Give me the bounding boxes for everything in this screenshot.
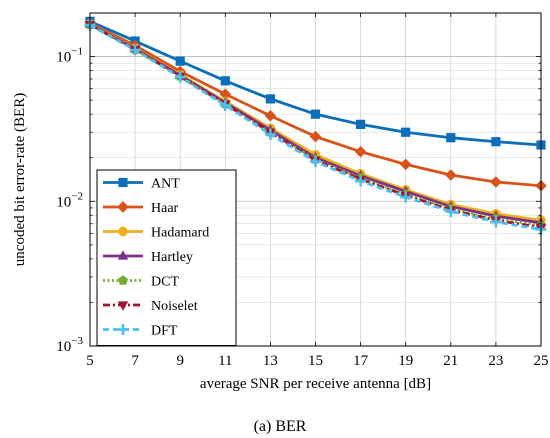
axis-ticks: 5 7 9 11 13 15 17 19 21 23 25 10−3 10−2 10−1 — [56, 12, 549, 369]
legend-label: Hartley — [151, 250, 193, 265]
data-point-square — [220, 76, 230, 86]
data-point-square — [118, 177, 128, 188]
data-point-plus — [174, 71, 186, 83]
data-point-square — [310, 109, 321, 119]
x-tick-label: 7 — [131, 353, 139, 369]
data-point-square — [356, 119, 366, 129]
series-line — [89, 23, 542, 229]
figure-caption: (a) BER — [254, 418, 307, 435]
data-point-diamond — [445, 169, 457, 181]
legend: ANT Haar Hadamard Hartley DCT Noiselet DFT — [96, 169, 237, 346]
y-tick-label: 10−1 — [56, 46, 83, 66]
legend-entry: Haar — [103, 201, 179, 216]
x-tick-label: 19 — [398, 353, 413, 369]
data-point-plus — [355, 175, 367, 187]
data-point-square — [265, 94, 275, 104]
data-point-plus — [117, 323, 129, 336]
data-point-plus — [264, 128, 276, 140]
data-point-diamond — [490, 176, 502, 188]
data-point-plus — [309, 156, 322, 168]
data-point-plus — [129, 44, 141, 56]
data-point-diamond — [117, 201, 129, 213]
y-tick-label: 10−3 — [56, 335, 83, 355]
data-point-square — [401, 127, 411, 137]
data-point-diamond — [309, 130, 322, 143]
x-tick-label: 23 — [488, 353, 503, 369]
data-point-plus — [400, 191, 412, 203]
data-point-pentagon — [117, 275, 129, 285]
data-point-plus — [219, 99, 231, 111]
x-tick-label: 15 — [308, 353, 323, 369]
x-axis-label: average SNR per receive antenna [dB] — [200, 376, 431, 392]
legend-entry: Noiselet — [103, 299, 198, 314]
x-tick-label: 5 — [86, 353, 94, 369]
legend-entry: Hartley — [103, 250, 193, 265]
data-point-diamond — [264, 109, 277, 122]
y-axis-label: uncoded bit error-rate (BER) — [12, 93, 28, 266]
legend-entry: DCT — [103, 275, 179, 290]
x-tick-label: 25 — [534, 353, 549, 369]
data-point-triangle — [117, 250, 129, 260]
x-tick-label: 9 — [176, 353, 184, 369]
data-point-circle — [118, 226, 128, 237]
data-point-square — [491, 137, 501, 147]
x-tick-label: 21 — [443, 353, 458, 369]
data-point-triangle-down — [117, 301, 129, 311]
legend-entry: ANT — [103, 177, 180, 192]
data-point-diamond — [354, 145, 367, 158]
y-tick-label: 10−2 — [56, 190, 83, 210]
legend-label: Haar — [151, 201, 179, 216]
data-point-square — [446, 133, 456, 143]
x-tick-label: 13 — [263, 353, 278, 369]
x-tick-label: 11 — [218, 353, 232, 369]
data-point-plus — [490, 216, 502, 228]
legend-label: Hadamard — [151, 226, 209, 241]
legend-label: ANT — [151, 177, 180, 192]
legend-label: Noiselet — [151, 299, 198, 314]
data-point-square — [175, 56, 185, 66]
data-point-diamond — [399, 158, 412, 171]
data-point-diamond — [219, 88, 232, 100]
legend-entry: Hadamard — [103, 226, 209, 241]
x-tick-label: 17 — [353, 353, 369, 369]
data-point-plus — [445, 205, 457, 218]
legend-label: DCT — [151, 275, 179, 290]
legend-entry: DFT — [103, 324, 178, 339]
legend-label: DFT — [151, 324, 178, 339]
